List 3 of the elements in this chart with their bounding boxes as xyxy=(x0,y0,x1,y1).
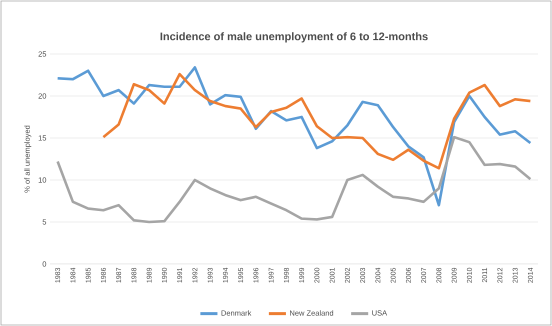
line-series xyxy=(102,72,532,170)
line-series xyxy=(56,136,532,224)
chart-title: Incidence of male unemployment of 6 to 12-months xyxy=(160,32,428,42)
